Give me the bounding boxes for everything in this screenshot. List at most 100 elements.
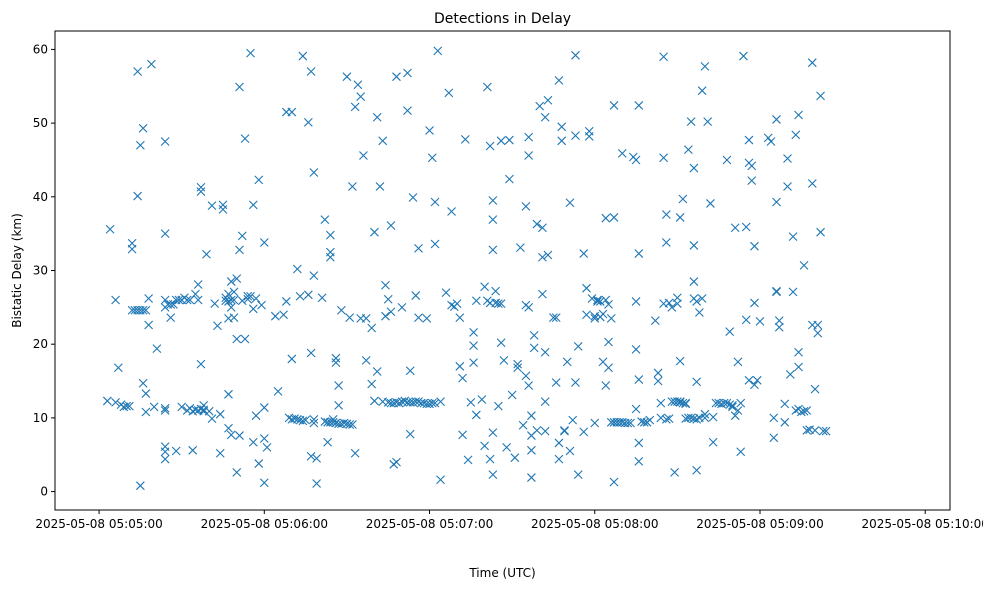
detection-marker — [160, 447, 170, 457]
detection-marker — [166, 313, 176, 323]
detection-marker — [207, 201, 217, 211]
detection-marker — [309, 271, 319, 281]
detection-marker — [400, 396, 410, 406]
detection-marker — [169, 300, 178, 309]
detection-marker — [813, 328, 823, 338]
detection-marker — [477, 395, 487, 404]
detection-marker — [601, 213, 611, 223]
detection-marker — [678, 398, 688, 408]
detection-marker — [202, 249, 211, 259]
detection-marker — [292, 264, 302, 274]
detection-marker — [215, 409, 225, 419]
detection-marker — [290, 414, 299, 424]
detection-marker — [328, 414, 338, 424]
detection-marker — [568, 415, 578, 425]
detection-marker — [796, 407, 806, 417]
detection-marker — [141, 389, 151, 398]
detection-marker — [598, 309, 608, 319]
detection-marker — [455, 361, 465, 371]
detection-marker — [229, 313, 239, 323]
detection-marker — [579, 249, 589, 258]
detection-marker — [348, 420, 357, 429]
detection-marker — [532, 219, 542, 229]
detection-marker — [488, 470, 498, 480]
detection-marker — [160, 137, 170, 146]
detection-marker — [634, 249, 644, 258]
detection-marker — [661, 238, 671, 247]
detection-marker — [488, 245, 498, 255]
detection-marker — [471, 410, 481, 420]
detection-marker — [686, 117, 696, 127]
detection-marker — [661, 414, 671, 424]
detection-marker — [736, 447, 746, 457]
detection-marker — [783, 154, 792, 163]
detection-marker — [292, 414, 302, 424]
detection-marker — [411, 291, 421, 300]
detection-marker — [133, 67, 143, 76]
detection-marker — [529, 343, 539, 353]
detection-marker — [281, 297, 291, 306]
detection-marker — [383, 294, 393, 304]
y-axis-ticks: 0 10 20 30 40 50 60 — [33, 42, 55, 499]
detection-marker — [529, 330, 539, 340]
detection-marker — [259, 238, 269, 247]
detection-marker — [810, 426, 820, 435]
detection-marker — [259, 403, 269, 412]
detection-marker — [317, 293, 327, 303]
detection-marker — [595, 297, 605, 306]
detection-marker — [634, 101, 644, 110]
detection-marker — [573, 470, 583, 480]
detection-marker — [750, 298, 759, 308]
detection-marker — [502, 442, 512, 452]
x-tick-label: 2025-05-08 05:10:00 — [861, 517, 983, 531]
detection-marker — [631, 404, 641, 414]
detection-marker — [361, 356, 371, 365]
chart-title: Detections in Delay — [434, 11, 571, 27]
detection-marker — [571, 378, 580, 387]
detection-marker — [538, 252, 547, 262]
detection-marker — [196, 187, 206, 197]
detection-marker — [750, 380, 759, 390]
detection-marker — [744, 135, 754, 145]
detection-marker — [447, 300, 456, 310]
detection-marker — [579, 427, 589, 437]
detection-marker — [306, 451, 316, 461]
detection-marker — [218, 204, 228, 214]
detection-marker — [392, 72, 401, 82]
detection-marker — [224, 423, 233, 433]
detection-marker — [270, 311, 280, 321]
detection-marker — [527, 411, 536, 421]
detection-marker — [348, 182, 357, 191]
detection-marker — [232, 274, 242, 283]
detection-marker — [639, 417, 649, 427]
detection-marker — [463, 455, 473, 465]
detection-marker — [111, 295, 120, 305]
y-tick-label: 0 — [40, 485, 48, 499]
detection-marker — [493, 299, 503, 309]
detection-marker — [182, 295, 192, 305]
detection-marker — [733, 406, 743, 415]
detection-marker — [370, 396, 379, 406]
detection-marker — [309, 414, 319, 424]
detection-marker — [370, 227, 379, 237]
detection-marker — [436, 397, 445, 407]
detection-marker — [430, 239, 440, 249]
detection-marker — [582, 310, 591, 320]
detection-marker — [653, 376, 663, 386]
detection-marker — [725, 327, 735, 337]
detection-marker — [733, 357, 743, 367]
detection-marker — [485, 454, 495, 464]
detection-marker — [692, 465, 702, 475]
detection-marker — [496, 299, 506, 309]
detection-marker — [146, 59, 156, 69]
detection-marker — [683, 145, 693, 155]
detection-marker — [215, 448, 225, 458]
detection-marker — [436, 475, 445, 485]
detection-marker — [160, 295, 170, 305]
detection-marker — [160, 406, 170, 415]
detection-marker — [207, 414, 217, 424]
detection-marker — [755, 316, 765, 326]
detection-marker — [565, 198, 575, 208]
detection-marker — [645, 415, 655, 425]
detection-points — [102, 46, 831, 491]
